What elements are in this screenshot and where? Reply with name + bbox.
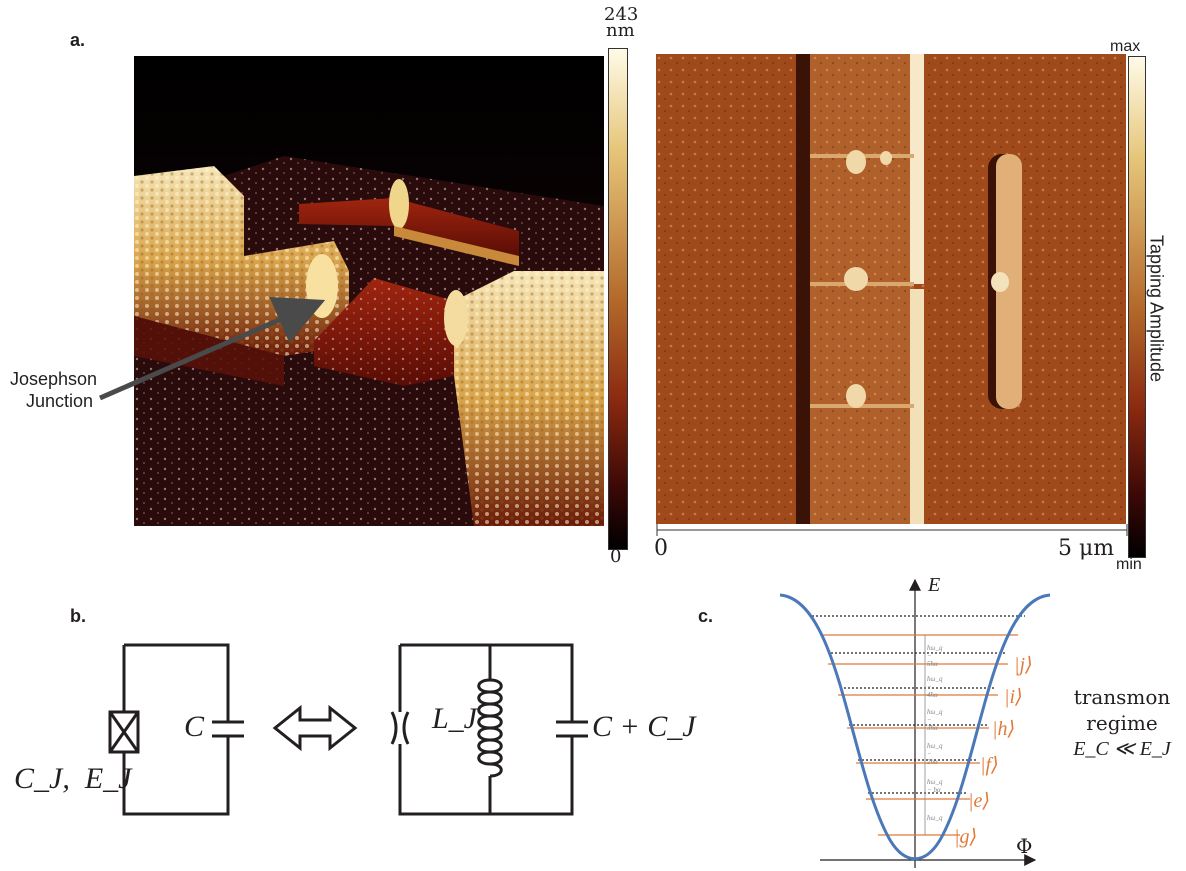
flux-axis-label: Φ (1016, 834, 1033, 858)
inductor-label: L_J (432, 702, 477, 735)
transmon-potential-diagram (779, 578, 1051, 868)
panel-c-label: c. (698, 606, 714, 626)
regime-line1: transmon (1073, 685, 1171, 709)
regime-text: transmon regime E_C ≪ E_J (1060, 684, 1184, 762)
transition-label-1: ħω_q − bα (927, 778, 943, 794)
scale-bar-start: 0 (654, 536, 668, 561)
junction-label: C_J, E_J (14, 762, 132, 795)
state-label-f: |f⟩ (980, 754, 999, 776)
left-capacitor-label: C (184, 710, 205, 743)
panel-b-label: b. (70, 606, 86, 626)
state-label-g: |g⟩ (954, 826, 978, 848)
junction-box-symbol (108, 710, 140, 754)
transition-label-5: ħω_q − 5ħα (927, 644, 943, 668)
state-label-h: |h⟩ (992, 718, 1016, 740)
regime-line3: E_C ≪ E_J (1073, 738, 1171, 760)
colorbar-3d-min-label: 0 (610, 546, 622, 567)
state-label-i: |i⟩ (1004, 686, 1023, 708)
transition-label-4: ħω_q − 4ħα (927, 675, 943, 699)
colorbar-2d-max-label: max (1110, 38, 1141, 55)
junction-annotation: Josephson Junction (10, 368, 97, 412)
transition-label-2: ħω_q − 2ħα (927, 742, 943, 766)
energy-axis-label: E (928, 574, 941, 596)
colorbar-3d-max-label: 243 (604, 4, 639, 25)
colorbar-2d-title: Tapping Amplitude (1146, 234, 1167, 383)
colorbar-3d (608, 48, 628, 550)
circuit-diagram (108, 643, 588, 816)
afm-3d-image (134, 56, 604, 526)
state-label-j: |j⟩ (1014, 654, 1033, 676)
state-label-e: |e⟩ (968, 790, 991, 812)
colorbar-3d-unit-label: nm (606, 20, 635, 41)
junction-annotation-line1: Josephson (10, 369, 98, 389)
colorbar-2d-min-label: min (1116, 556, 1142, 573)
colorbar-2d (1128, 56, 1146, 558)
panel-a-label: a. (70, 30, 86, 50)
scale-bar (656, 524, 1128, 536)
right-capacitor-label: C + C_J (592, 710, 696, 743)
afm-2d-image (656, 54, 1126, 524)
scale-bar-end: 5 μm (1058, 536, 1115, 561)
transition-label-0: ħω_q (927, 814, 943, 822)
regime-line2: regime (1086, 711, 1158, 735)
junction-annotation-line2: Junction (26, 391, 94, 411)
transition-label-3: ħω_q − 3ħα (927, 708, 943, 732)
